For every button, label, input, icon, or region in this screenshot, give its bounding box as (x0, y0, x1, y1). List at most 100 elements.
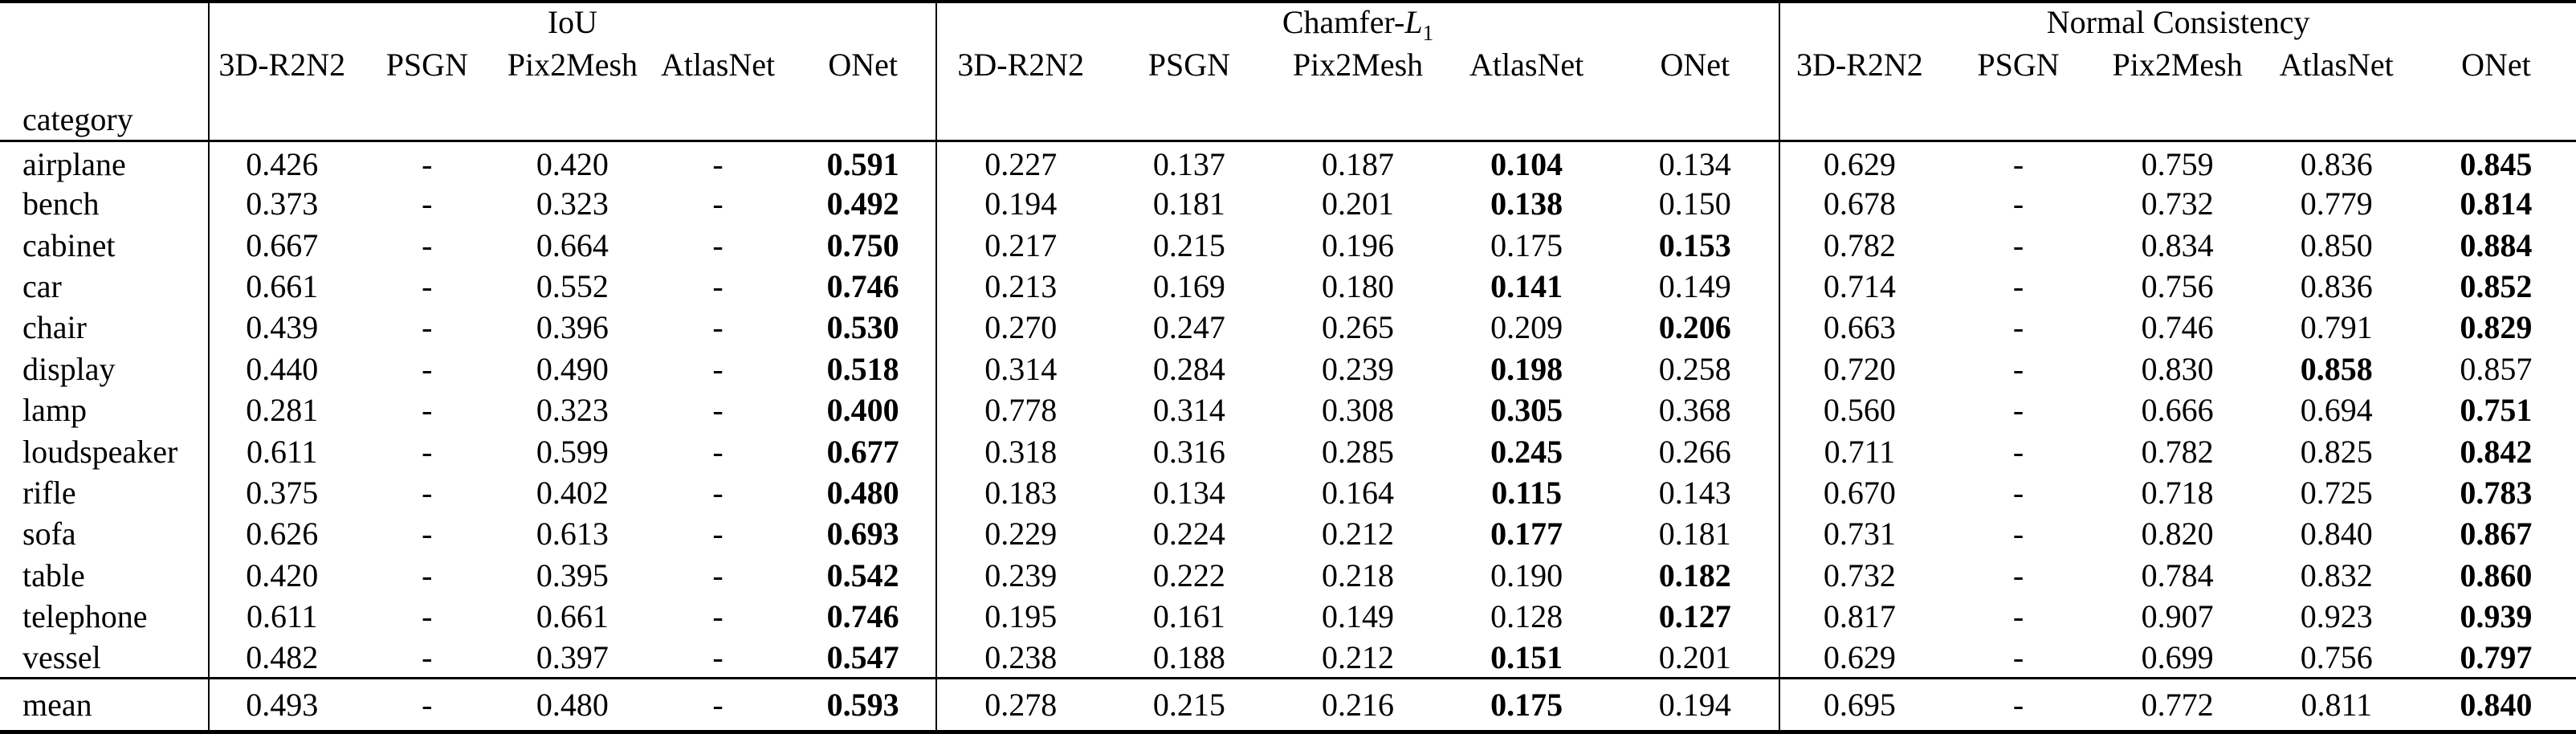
value-cell: - (422, 474, 433, 511)
value-cell: 0.666 (2141, 392, 2214, 429)
table-row: rifle 0.375 - 0.402 - 0.480 0.183 0.134 0.164 0.1… (0, 471, 2576, 514)
value-cell: 0.629 (1779, 637, 1939, 679)
value-cell: 0.134 (1658, 145, 1731, 182)
value-cell: 0.547 (826, 638, 899, 675)
table-mean-section: mean 0.493 - 0.480 - 0.593 0.278 0.215 0.216 0.17… (0, 678, 2576, 732)
value-cell: - (2012, 433, 2024, 470)
row-label: rifle (22, 474, 76, 511)
value-cell: 0.772 (2141, 687, 2214, 724)
value-cell: 0.782 (1779, 224, 1939, 266)
value-cell: 0.196 (1322, 226, 1395, 263)
value-cell: - (712, 687, 723, 724)
value-cell: 0.829 (2460, 309, 2533, 346)
value-cell: - (2012, 557, 2024, 593)
group-header-normal-consistency: Normal Consistency (1779, 2, 2576, 43)
value-cell: - (2012, 638, 2024, 675)
row-label: table (22, 557, 85, 593)
value-cell: 0.323 (536, 392, 609, 429)
value-cell: 0.530 (826, 309, 899, 346)
value-cell: 0.694 (2300, 392, 2373, 429)
value-cell: 0.611 (208, 430, 355, 472)
value-cell: 0.397 (536, 638, 609, 675)
row-label: vessel (22, 638, 101, 675)
method-header: AtlasNet (1469, 47, 1584, 83)
row-label: telephone (22, 598, 148, 635)
value-cell: 0.215 (1152, 687, 1225, 724)
value-cell: 0.820 (2141, 516, 2214, 553)
value-cell: 0.784 (2141, 557, 2214, 593)
value-cell: 0.150 (1658, 186, 1731, 222)
value-cell: 0.426 (208, 141, 355, 183)
value-cell: 0.153 (1658, 226, 1731, 263)
value-cell: 0.238 (935, 637, 1105, 679)
value-cell: 0.629 (1779, 141, 1939, 183)
value-cell: 0.439 (208, 307, 355, 349)
method-header: Pix2Mesh (1292, 47, 1424, 83)
value-cell: 0.258 (1658, 350, 1731, 387)
table-row: cabinet 0.667 - 0.664 - 0.750 0.217 0.215 0.196 0… (0, 224, 2576, 266)
value-cell: 0.281 (208, 389, 355, 431)
method-header: AtlasNet (660, 47, 776, 83)
value-cell: 0.373 (208, 182, 355, 225)
value-cell: - (2012, 516, 2024, 553)
method-header: 3D-R2N2 (1779, 43, 1939, 141)
value-cell: - (422, 638, 433, 675)
value-cell: 0.195 (935, 595, 1105, 638)
value-cell: 0.725 (2300, 474, 2373, 511)
group-label-text: Normal Consistency (2046, 4, 2310, 40)
value-cell: 0.143 (1658, 474, 1731, 511)
value-cell: 0.720 (1779, 348, 1939, 389)
value-cell: - (2012, 350, 2024, 387)
value-cell: 0.661 (536, 598, 609, 635)
value-cell: 0.746 (826, 267, 899, 304)
value-cell: 0.440 (208, 348, 355, 389)
value-cell: 0.177 (1490, 516, 1563, 553)
group-header-chamfer: Chamfer-L1 (935, 2, 1780, 43)
value-cell: - (712, 433, 723, 470)
value-cell: 0.678 (1779, 182, 1939, 225)
value-cell: 0.732 (2141, 186, 2214, 222)
value-cell: 0.756 (2300, 638, 2373, 675)
value-cell: 0.626 (208, 513, 355, 555)
value-cell: 0.732 (1779, 554, 1939, 596)
method-header-row: 3D-R2N2 PSGN Pix2Mesh AtlasNet ONet 3D-R… (0, 43, 2576, 141)
value-cell: 0.308 (1322, 392, 1395, 429)
mean-row: mean 0.493 - 0.480 - 0.593 0.278 0.215 0.216 0.17… (0, 678, 2576, 732)
value-cell: 0.836 (2300, 267, 2373, 304)
value-cell: 0.593 (826, 687, 899, 724)
value-cell: 0.239 (1322, 350, 1395, 387)
table-row: airplane 0.426 - 0.420 - 0.591 0.227 0.137 0.187… (0, 141, 2576, 183)
table-row: chair 0.439 - 0.396 - 0.530 0.270 0.247 0.265 0.2… (0, 307, 2576, 349)
value-cell: 0.318 (935, 430, 1105, 472)
value-cell: - (712, 392, 723, 429)
value-cell: 0.907 (2141, 598, 2214, 635)
row-label: cabinet (22, 226, 116, 263)
value-cell: 0.218 (1322, 557, 1395, 593)
value-cell: 0.814 (2460, 186, 2533, 222)
value-cell: 0.175 (1490, 687, 1563, 724)
value-cell: 0.778 (935, 389, 1105, 431)
value-cell: 0.206 (1658, 309, 1731, 346)
value-cell: 0.542 (826, 557, 899, 593)
value-cell: 0.756 (2141, 267, 2214, 304)
value-cell: 0.188 (1152, 638, 1225, 675)
value-cell: 0.731 (1779, 513, 1939, 555)
table-row: loudspeaker 0.611 - 0.599 - 0.677 0.318 0.316 0.… (0, 430, 2576, 472)
table-row: telephone 0.611 - 0.661 - 0.746 0.195 0.161 0.14… (0, 595, 2576, 638)
value-cell: 0.420 (536, 145, 609, 182)
row-label: bench (22, 186, 100, 222)
value-cell: 0.842 (2460, 433, 2533, 470)
method-header: ONet (2461, 47, 2531, 83)
value-cell: 0.224 (1152, 516, 1225, 553)
value-cell: 0.599 (536, 433, 609, 470)
value-cell: 0.667 (208, 224, 355, 266)
value-cell: 0.825 (2300, 433, 2373, 470)
value-cell: - (2012, 226, 2024, 263)
value-cell: 0.811 (2301, 687, 2372, 724)
value-cell: - (2012, 474, 2024, 511)
category-column-header: category (22, 100, 133, 137)
value-cell: 0.201 (1658, 638, 1731, 675)
value-cell: 0.396 (536, 309, 609, 346)
value-cell: - (422, 186, 433, 222)
table-header: category IoU Chamfer-L1 Normal Consisten… (0, 2, 2576, 141)
